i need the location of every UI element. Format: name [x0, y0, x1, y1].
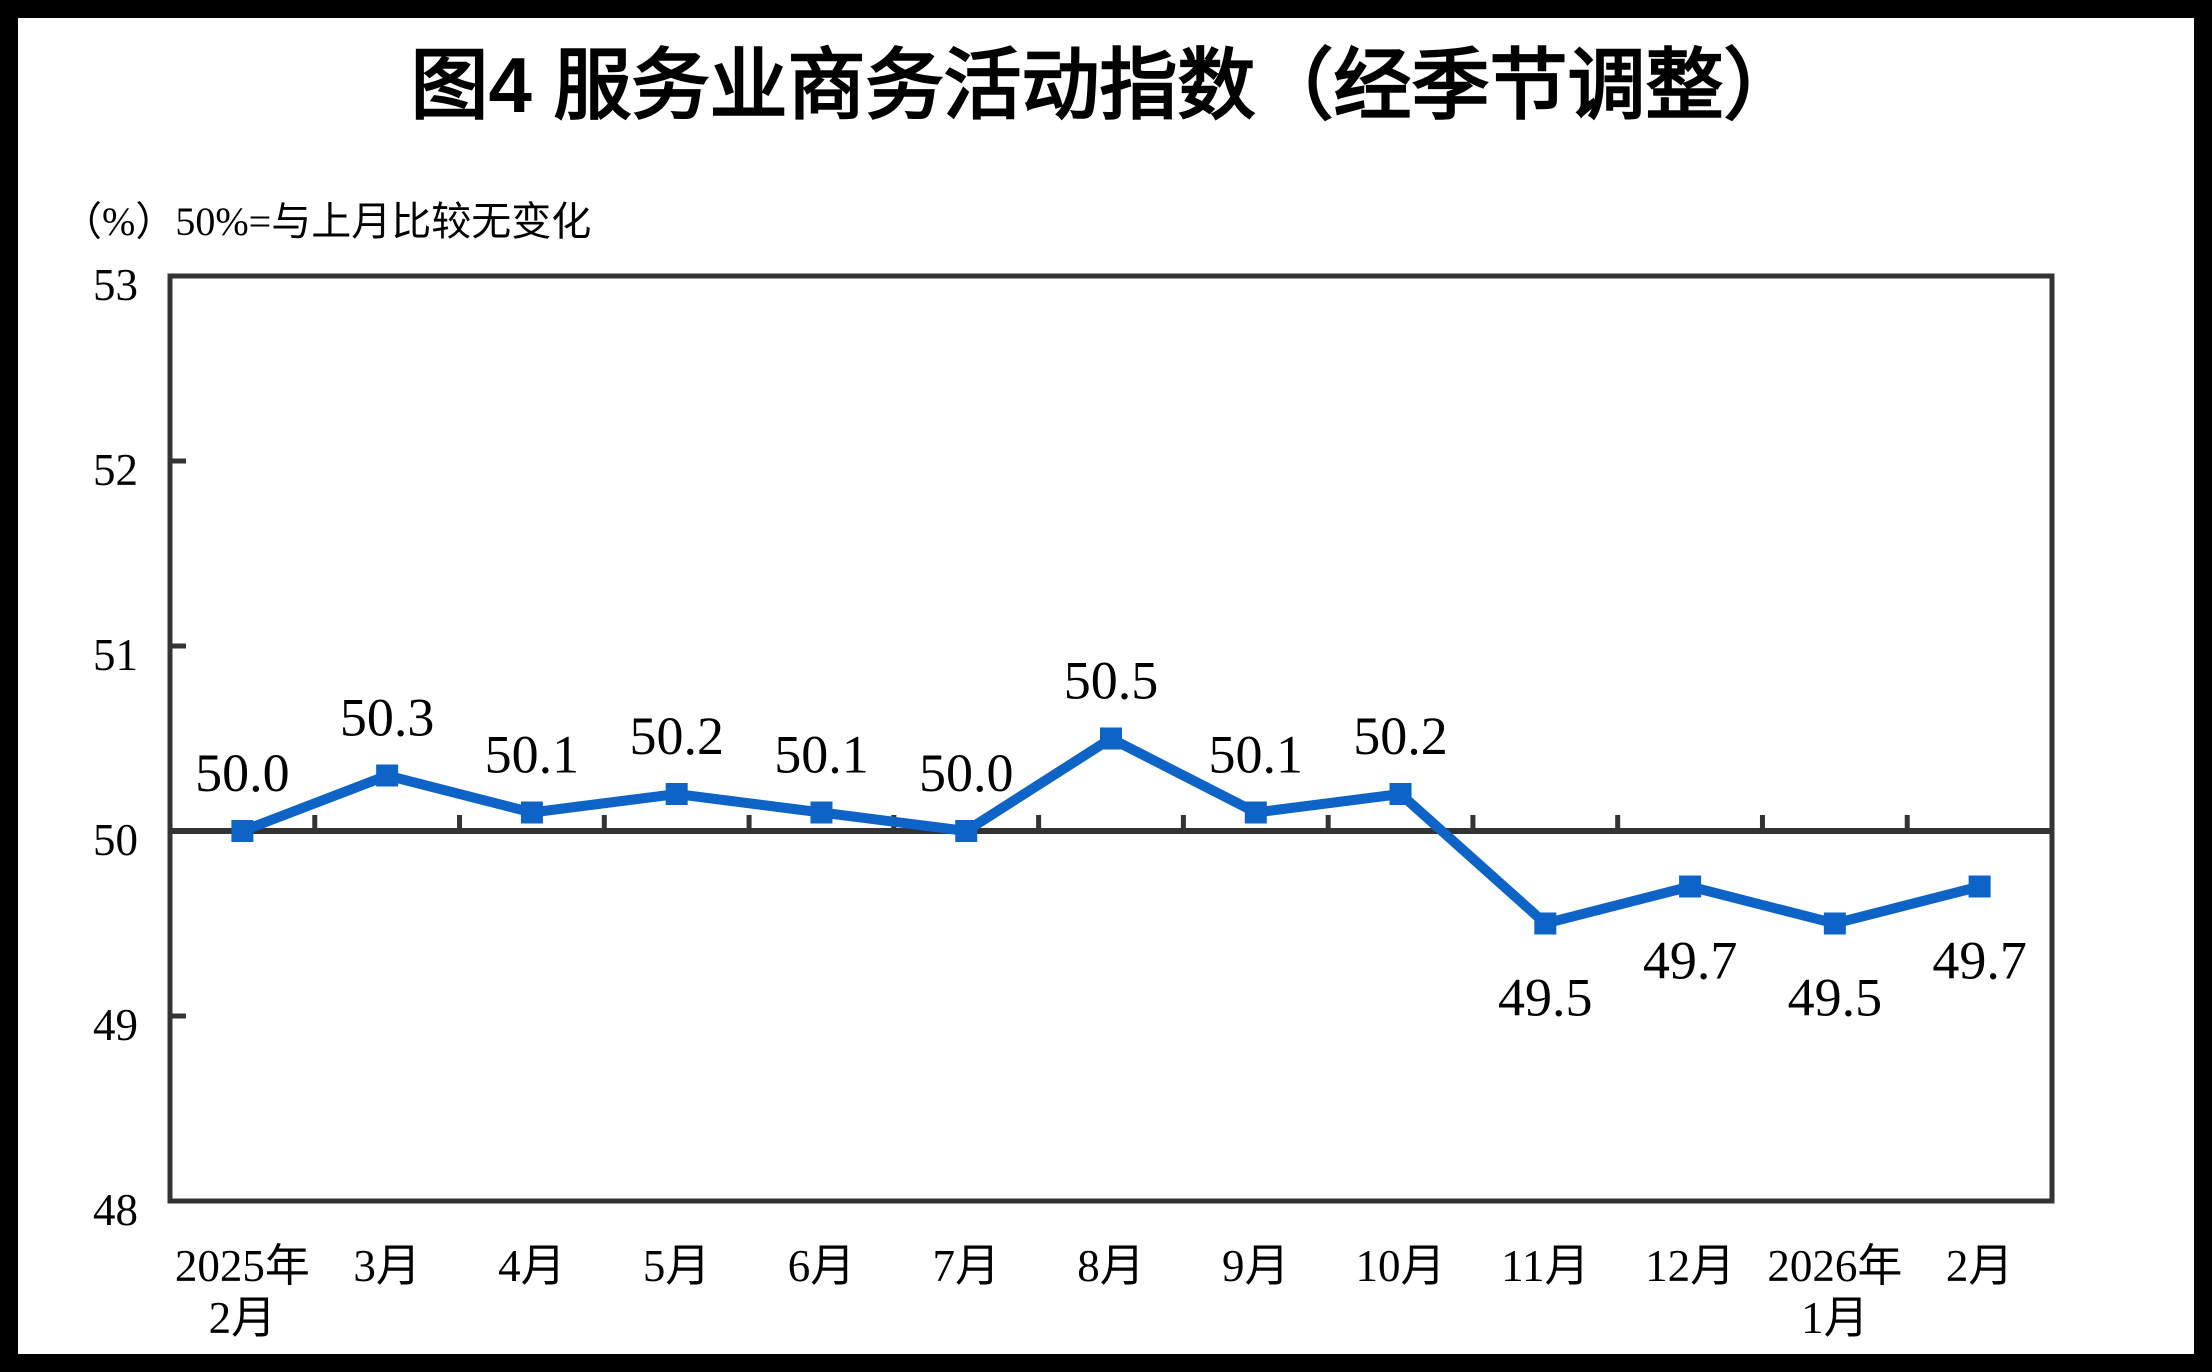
data-point-marker	[231, 820, 254, 842]
data-point-marker	[665, 783, 688, 805]
data-point-label: 49.5	[1498, 968, 1593, 1028]
data-point-label: 50.1	[774, 725, 869, 785]
x-category-label: 1月	[1801, 1293, 1869, 1343]
data-labels: 50.0 50.3 50.1 50.2 50.1 50.0 50.5 50.1 50.2 49.5…	[195, 651, 2027, 1028]
plot-border	[167, 273, 2055, 1204]
x-category-label: 2026年	[1767, 1241, 1902, 1291]
data-point-marker	[1968, 875, 1991, 898]
y-tick-label: 52	[93, 445, 138, 495]
plot-area	[167, 273, 2055, 1204]
data-point-marker	[376, 764, 399, 787]
data-point-label: 49.7	[1643, 931, 1738, 991]
y-tick-label: 50	[93, 815, 138, 865]
data-point-label: 50.1	[1209, 725, 1304, 785]
axis-unit-note: （%）50%=与上月比较无变化	[62, 199, 591, 244]
data-point-marker	[520, 801, 543, 824]
y-tick-label: 49	[93, 1000, 138, 1050]
data-point-label: 50.1	[485, 725, 580, 785]
chart-title: 图4 服务业商务活动指数（经季节调整）	[410, 41, 1801, 129]
y-tick-label: 48	[93, 1185, 138, 1235]
y-tick-label: 51	[93, 630, 138, 680]
data-point-marker	[1679, 875, 1702, 898]
x-category-label: 9月	[1222, 1241, 1290, 1291]
data-point-marker	[955, 820, 978, 842]
x-category-label: 2月	[1946, 1241, 2014, 1291]
y-axis: 48 49 50 51 52 53	[93, 260, 186, 1235]
data-point-label: 50.5	[1064, 651, 1159, 711]
series-business-activity-index	[231, 727, 1991, 935]
x-category-label: 12月	[1645, 1241, 1735, 1291]
data-point-label: 50.0	[195, 743, 290, 803]
data-point-label: 49.7	[1932, 931, 2027, 991]
y-tick-label: 53	[93, 260, 138, 310]
x-category-label: 11月	[1501, 1241, 1589, 1291]
data-point-label: 50.3	[340, 688, 435, 748]
x-category-label: 10月	[1356, 1241, 1446, 1291]
x-category-label: 7月	[932, 1241, 1000, 1291]
x-category-label: 8月	[1077, 1241, 1145, 1291]
data-point-label: 50.2	[1353, 706, 1448, 766]
data-point-marker	[1823, 912, 1846, 935]
x-category-label: 2月	[209, 1293, 277, 1343]
x-category-label: 2025年	[175, 1241, 310, 1291]
data-point-marker	[1534, 912, 1557, 935]
data-point-marker	[1100, 727, 1122, 750]
x-category-label: 5月	[643, 1241, 711, 1291]
data-point-label: 50.2	[629, 706, 724, 766]
data-point-label: 50.0	[919, 743, 1014, 803]
x-category-label: 4月	[498, 1241, 566, 1291]
data-point-marker	[1389, 783, 1412, 805]
x-category-label: 3月	[353, 1241, 421, 1291]
data-point-label: 49.5	[1788, 968, 1883, 1028]
data-point-marker	[1244, 801, 1267, 824]
data-point-marker	[810, 801, 833, 824]
x-category-label: 6月	[788, 1241, 856, 1291]
